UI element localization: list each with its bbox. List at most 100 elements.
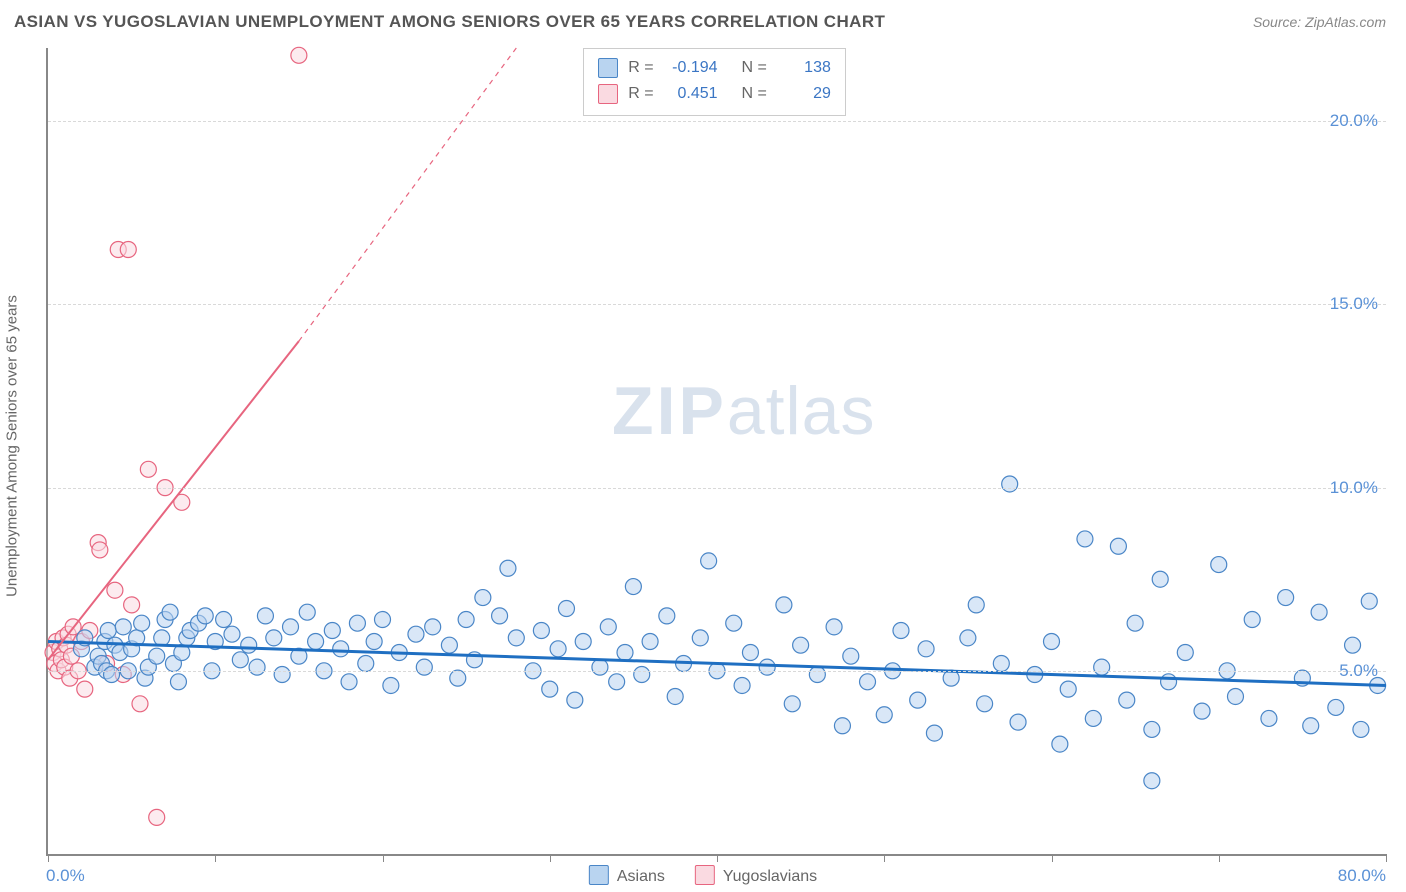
chart-svg <box>48 48 1386 854</box>
data-point <box>257 608 273 624</box>
grid-line <box>48 488 1386 489</box>
y-tick-label: 20.0% <box>1330 111 1378 131</box>
data-point <box>617 645 633 661</box>
data-point <box>793 637 809 653</box>
data-point <box>1119 692 1135 708</box>
data-point <box>625 579 641 595</box>
data-point <box>500 560 516 576</box>
data-point <box>1244 612 1260 628</box>
source-attribution: Source: ZipAtlas.com <box>1253 14 1386 30</box>
y-tick-label: 15.0% <box>1330 294 1378 314</box>
data-point <box>1044 634 1060 650</box>
data-point <box>1094 659 1110 675</box>
data-point <box>575 634 591 650</box>
data-point <box>475 590 491 606</box>
x-tick <box>884 854 885 862</box>
data-point <box>533 623 549 639</box>
data-point <box>742 645 758 661</box>
data-point <box>324 623 340 639</box>
data-point <box>834 718 850 734</box>
data-point <box>609 674 625 690</box>
swatch-blue <box>589 865 609 885</box>
data-point <box>642 634 658 650</box>
x-tick <box>383 854 384 862</box>
data-point <box>170 674 186 690</box>
data-point <box>918 641 934 657</box>
data-point <box>910 692 926 708</box>
data-point <box>893 623 909 639</box>
data-point <box>120 242 136 258</box>
stats-row: R =0.451N =29 <box>598 81 831 107</box>
data-point <box>567 692 583 708</box>
data-point <box>843 648 859 664</box>
data-point <box>1278 590 1294 606</box>
data-point <box>134 615 150 631</box>
data-point <box>341 674 357 690</box>
data-point <box>450 670 466 686</box>
data-point <box>140 461 156 477</box>
data-point <box>232 652 248 668</box>
data-point <box>92 542 108 558</box>
data-point <box>600 619 616 635</box>
grid-line <box>48 121 1386 122</box>
data-point <box>100 623 116 639</box>
data-point <box>291 47 307 63</box>
x-tick <box>1052 854 1053 862</box>
legend-item-yugoslavians: Yugoslavians <box>695 865 817 886</box>
data-point <box>960 630 976 646</box>
y-tick-label: 10.0% <box>1330 478 1378 498</box>
data-point <box>1002 476 1018 492</box>
data-point <box>224 626 240 642</box>
data-point <box>701 553 717 569</box>
data-point <box>283 619 299 635</box>
data-point <box>308 634 324 650</box>
legend-item-asians: Asians <box>589 865 665 886</box>
data-point <box>149 809 165 825</box>
data-point <box>425 619 441 635</box>
data-point <box>1345 637 1361 653</box>
data-point <box>558 601 574 617</box>
chart-title: ASIAN VS YUGOSLAVIAN UNEMPLOYMENT AMONG … <box>14 12 885 32</box>
data-point <box>458 612 474 628</box>
data-point <box>1194 703 1210 719</box>
x-axis-min-label: 0.0% <box>46 866 85 886</box>
data-point <box>968 597 984 613</box>
data-point <box>860 674 876 690</box>
x-tick <box>215 854 216 862</box>
data-point <box>1010 714 1026 730</box>
x-tick <box>1386 854 1387 862</box>
data-point <box>162 604 178 620</box>
data-point <box>734 677 750 693</box>
data-point <box>383 677 399 693</box>
data-point <box>926 725 942 741</box>
data-point <box>149 648 165 664</box>
data-point <box>77 681 93 697</box>
data-point <box>299 604 315 620</box>
data-point <box>333 641 349 657</box>
x-tick <box>1219 854 1220 862</box>
x-tick <box>717 854 718 862</box>
data-point <box>776 597 792 613</box>
data-point <box>107 582 123 598</box>
data-point <box>508 630 524 646</box>
data-point <box>1085 710 1101 726</box>
data-point <box>692 630 708 646</box>
data-point <box>366 634 382 650</box>
x-tick <box>48 854 49 862</box>
data-point <box>492 608 508 624</box>
data-point <box>441 637 457 653</box>
data-point <box>274 666 290 682</box>
data-point <box>1361 593 1377 609</box>
data-point <box>809 666 825 682</box>
data-point <box>216 612 232 628</box>
data-point <box>358 655 374 671</box>
data-point <box>1328 699 1344 715</box>
grid-line <box>48 304 1386 305</box>
data-point <box>726 615 742 631</box>
data-point <box>542 681 558 697</box>
data-point <box>876 707 892 723</box>
x-tick <box>550 854 551 862</box>
data-point <box>115 619 131 635</box>
data-point <box>1077 531 1093 547</box>
data-point <box>1110 538 1126 554</box>
